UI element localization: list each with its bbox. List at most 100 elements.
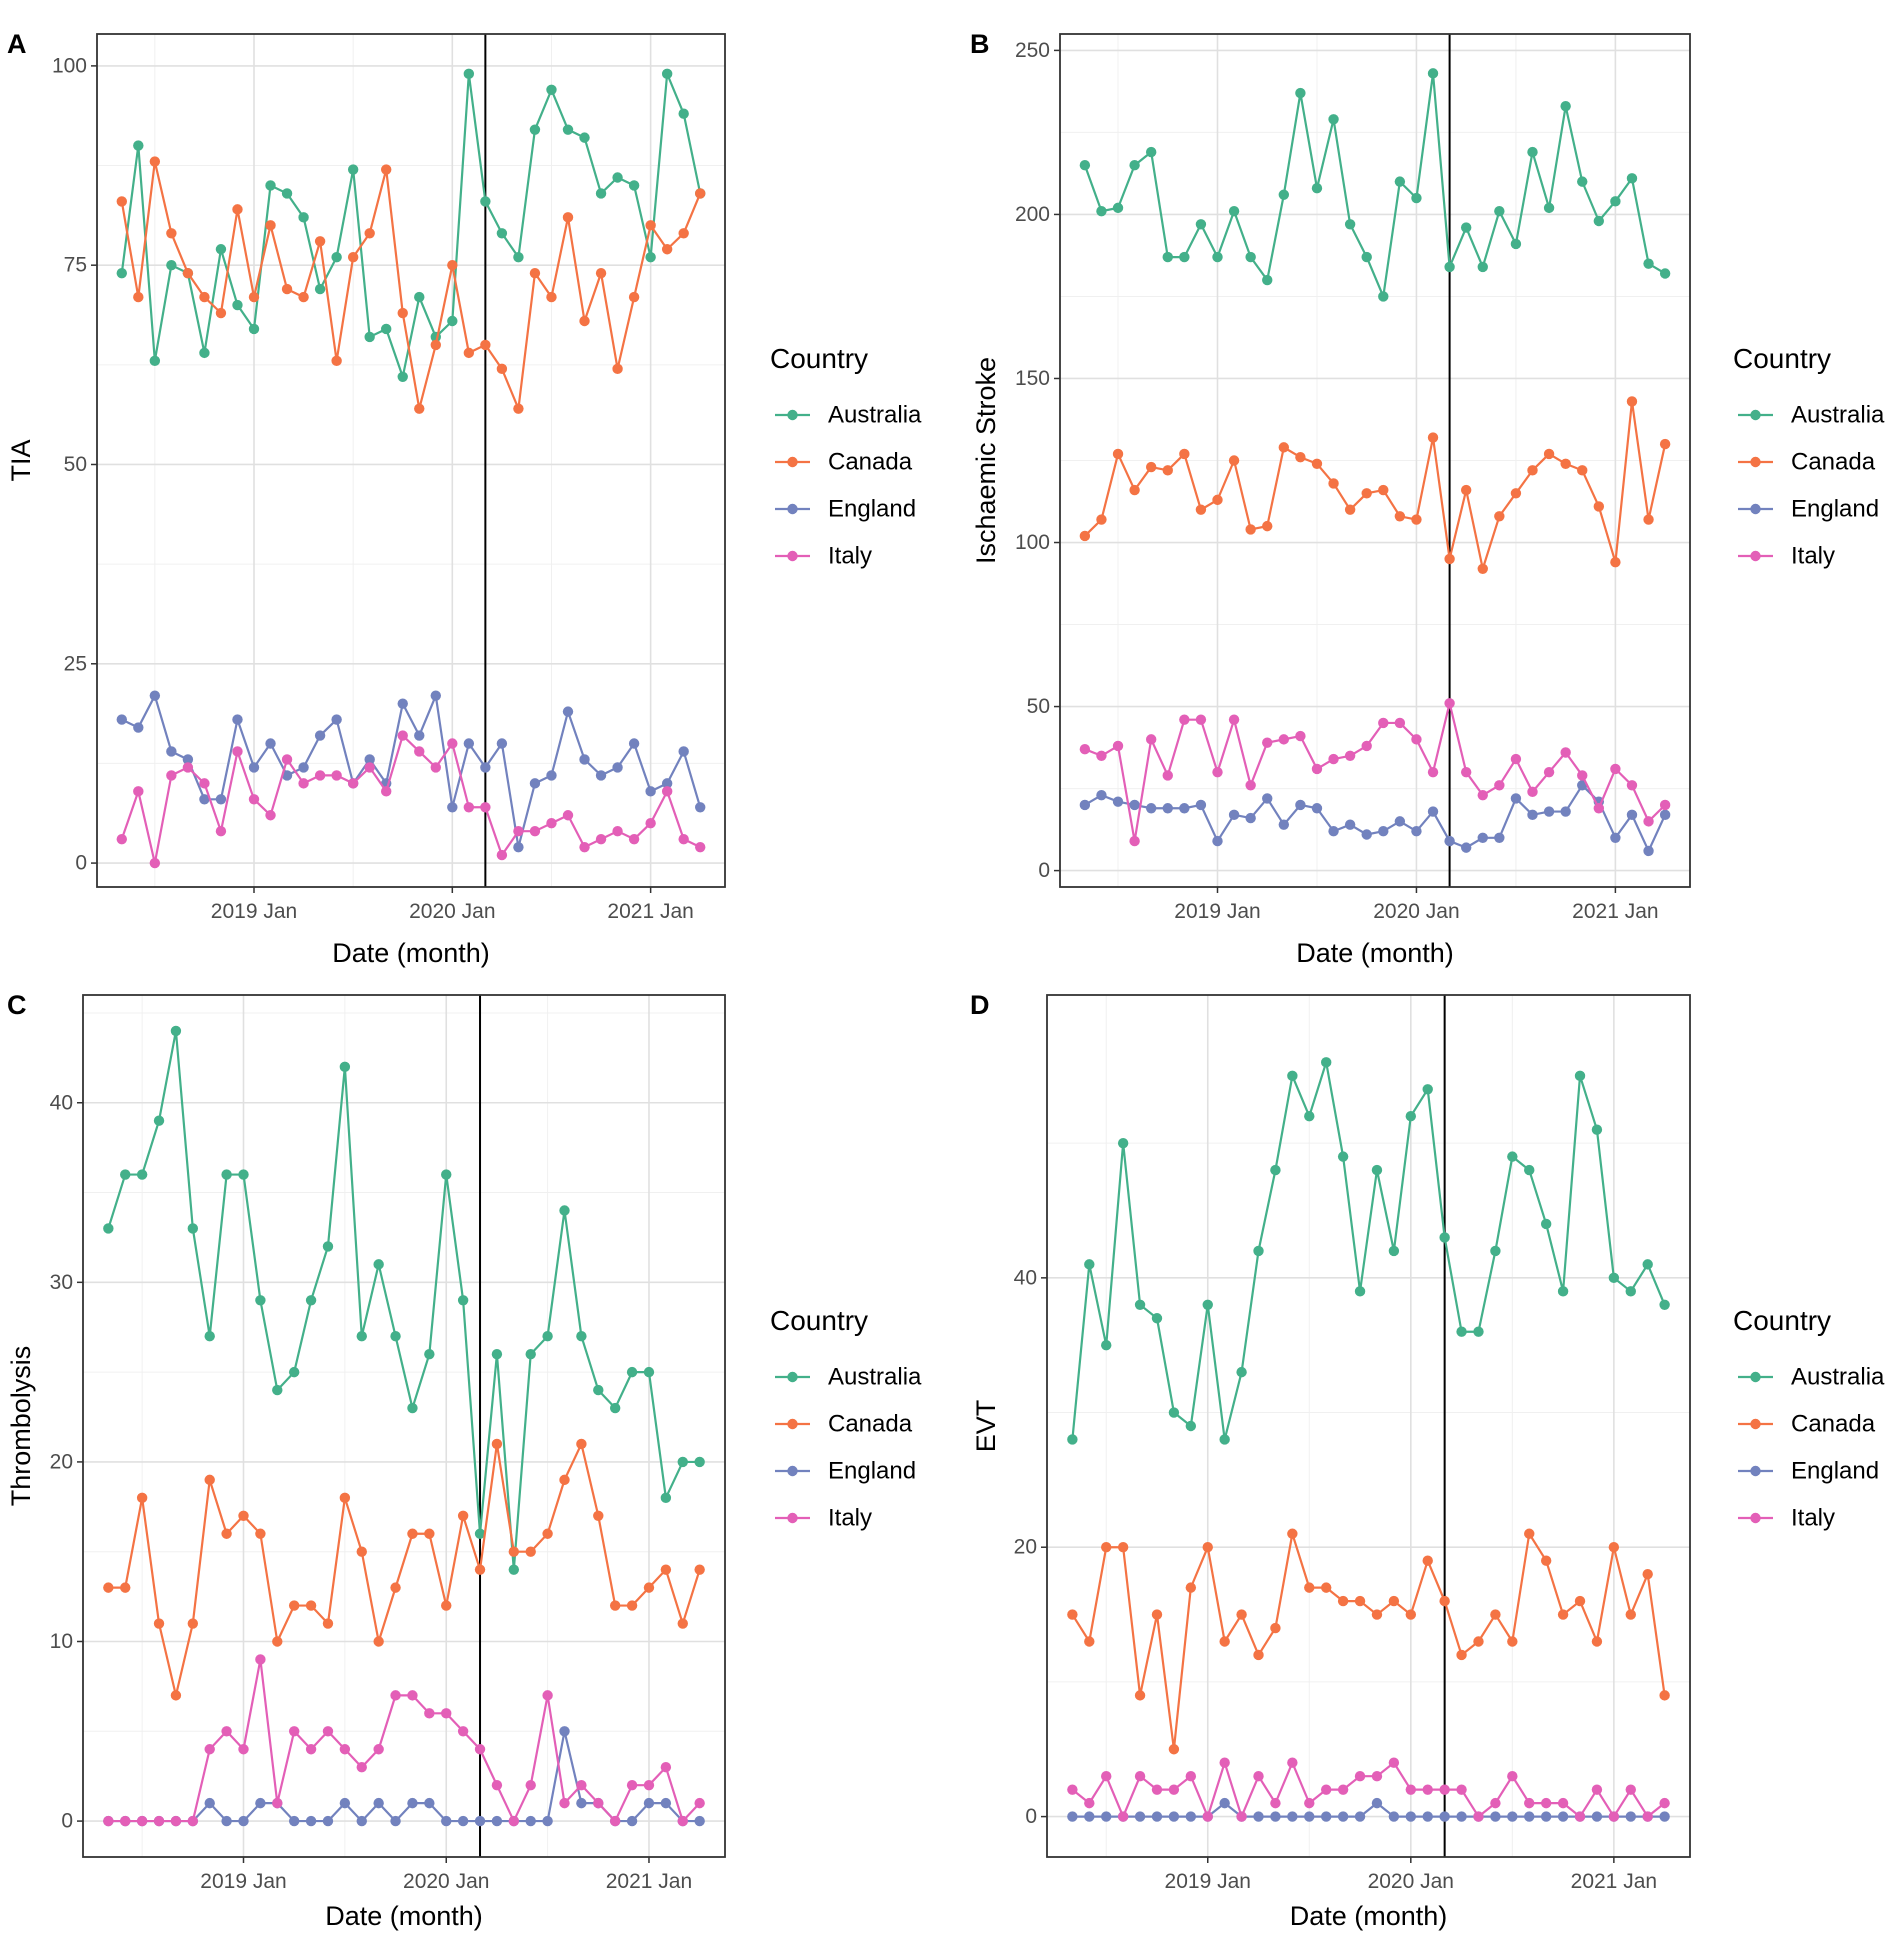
data-point-canada <box>1510 488 1522 499</box>
data-point-australia <box>1422 1084 1433 1095</box>
data-point-italy <box>1295 730 1306 742</box>
data-point-australia <box>1477 261 1488 273</box>
data-point-canada <box>1527 465 1538 476</box>
data-point-canada <box>457 1510 469 1521</box>
data-point-england <box>1540 1811 1552 1822</box>
data-point-canada <box>694 1564 705 1575</box>
data-point-england <box>1101 1811 1112 1822</box>
data-point-australia <box>1202 1299 1213 1310</box>
data-point-australia <box>215 244 227 255</box>
data-point-australia <box>1084 1259 1095 1270</box>
panel-border <box>1046 994 1691 1858</box>
panel-letter: D <box>970 990 990 1020</box>
data-point-australia <box>305 1295 317 1306</box>
data-point-england <box>562 706 574 717</box>
data-point-italy <box>103 1815 114 1827</box>
data-point-australia <box>120 1169 131 1180</box>
data-point-canada <box>1262 520 1273 532</box>
x-tick-label: 2020 Jan <box>403 1870 489 1893</box>
x-axis-title: Date (month) <box>1290 1901 1448 1931</box>
data-point-england <box>612 762 623 773</box>
data-point-australia <box>1439 1232 1450 1243</box>
data-point-canada <box>612 363 623 375</box>
data-point-canada <box>215 307 227 319</box>
data-point-australia <box>612 172 623 183</box>
data-point-australia <box>1112 202 1124 214</box>
data-point-italy <box>1079 744 1091 755</box>
data-point-canada <box>1643 514 1654 525</box>
data-point-australia <box>133 140 144 151</box>
data-point-canada <box>424 1528 435 1539</box>
data-point-england <box>238 1815 249 1827</box>
data-point-canada <box>1574 1595 1586 1607</box>
data-point-england <box>1212 835 1223 847</box>
y-tick-label: 50 <box>64 453 87 476</box>
data-point-italy <box>1378 717 1389 729</box>
data-point-italy <box>288 1726 300 1737</box>
data-point-england <box>322 1815 334 1827</box>
data-point-england <box>1643 845 1654 857</box>
legend-item-italy: Italy <box>775 543 872 570</box>
data-point-england <box>628 738 640 749</box>
data-point-england <box>281 770 293 781</box>
data-point-italy <box>1151 1784 1163 1795</box>
data-point-canada <box>1608 1542 1620 1553</box>
data-point-canada <box>1236 1609 1247 1620</box>
x-tick-label: 2020 Jan <box>1373 900 1459 923</box>
data-point-italy <box>661 786 673 797</box>
data-point-england <box>645 786 656 797</box>
data-point-italy <box>1540 1797 1552 1809</box>
data-point-england <box>1344 819 1356 830</box>
x-tick-label: 2021 Jan <box>1572 900 1658 923</box>
legend-key-point <box>1750 503 1761 515</box>
data-point-australia <box>525 1348 536 1360</box>
legend-item-australia: Australia <box>775 402 922 429</box>
data-point-australia <box>1394 176 1406 187</box>
data-point-australia <box>542 1331 553 1342</box>
data-point-england <box>204 1797 215 1809</box>
panel-b: B 0 50 100 150 200 250 2019 Jan 2020 Jan 2021 Jan… <box>970 29 1885 968</box>
data-point-australia <box>272 1384 283 1396</box>
data-point-england <box>149 690 161 701</box>
data-point-canada <box>1304 1582 1315 1593</box>
data-point-italy <box>1427 766 1439 778</box>
data-point-australia <box>628 180 640 191</box>
data-point-canada <box>1134 1690 1146 1701</box>
data-point-italy <box>1287 1757 1298 1768</box>
legend-item-england: England <box>775 1458 916 1485</box>
data-point-italy <box>1593 803 1605 814</box>
legend-label: England <box>828 496 916 523</box>
data-point-canada <box>149 156 161 167</box>
data-point-england <box>513 841 524 853</box>
data-point-italy <box>1643 816 1654 827</box>
data-point-italy <box>660 1762 672 1773</box>
data-point-australia <box>1067 1434 1078 1445</box>
data-point-canada <box>1444 553 1455 565</box>
legend: Country Australia Canada England Italy <box>1733 1305 1885 1532</box>
data-point-australia <box>1642 1259 1653 1270</box>
data-point-italy <box>232 746 243 757</box>
data-point-canada <box>595 267 607 279</box>
y-tick-label: 30 <box>50 1271 73 1294</box>
legend-item-canada: Canada <box>1738 449 1876 476</box>
data-point-england <box>1439 1811 1450 1822</box>
data-point-italy <box>1134 1770 1146 1782</box>
data-point-canada <box>643 1582 655 1593</box>
data-point-england <box>1295 799 1306 811</box>
data-point-italy <box>314 770 326 781</box>
panel-letter: B <box>970 29 990 59</box>
data-point-australia <box>149 355 161 367</box>
data-point-italy <box>1179 714 1190 725</box>
y-tick-label: 100 <box>52 54 87 77</box>
data-point-canada <box>255 1528 266 1539</box>
data-point-england <box>288 1815 300 1827</box>
data-point-italy <box>1610 763 1621 775</box>
legend-item-canada: Canada <box>775 449 913 476</box>
data-point-australia <box>1287 1070 1298 1082</box>
data-point-england <box>1507 1811 1518 1822</box>
data-point-italy <box>480 802 491 813</box>
data-point-canada <box>407 1528 418 1539</box>
data-point-italy <box>645 818 656 829</box>
data-point-canada <box>1179 448 1190 460</box>
data-point-australia <box>381 323 392 335</box>
